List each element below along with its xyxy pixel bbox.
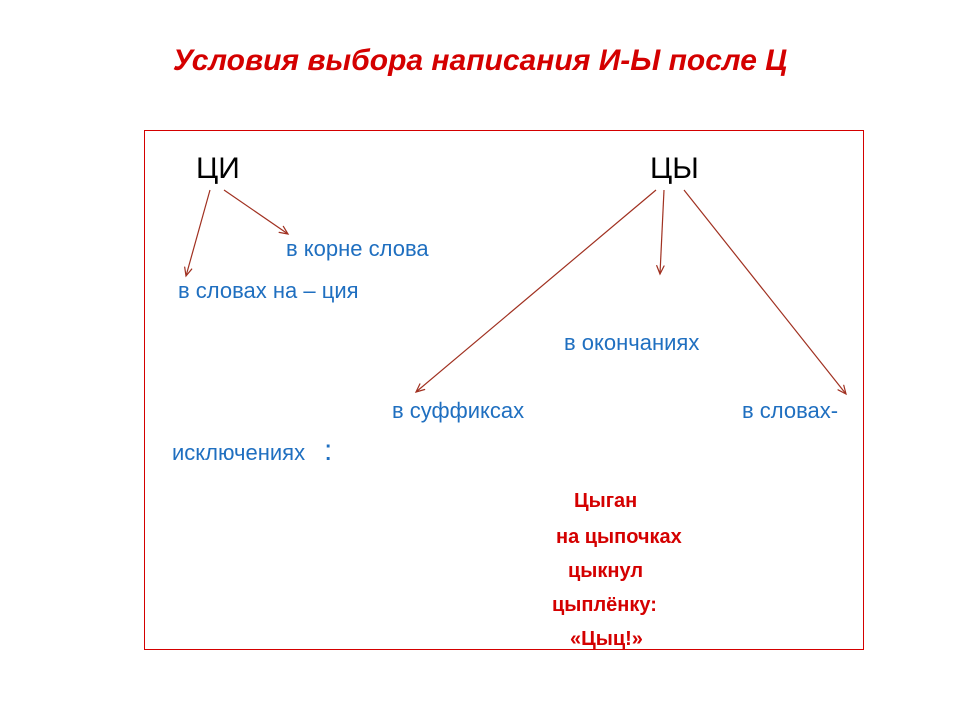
label-cy: ЦЫ: [650, 152, 699, 186]
label-root: в корне слова: [286, 236, 429, 262]
label-excl1: в словах-: [742, 398, 838, 424]
label-ci: ЦИ: [196, 152, 240, 186]
label-m1: Цыган: [574, 490, 637, 513]
label-excl2_pre: исключениях: [172, 440, 305, 466]
page-title: Условия выбора написания И-Ы после Ц: [0, 44, 960, 78]
label-ciya: в словах на – ция: [178, 278, 359, 304]
label-m4: цыплёнку:: [552, 594, 657, 617]
content-box: [144, 130, 864, 650]
label-endings: в окончаниях: [564, 330, 699, 356]
label-m3: цыкнул: [568, 560, 643, 583]
label-m2: на цыпочках: [556, 526, 682, 549]
label-suffix: в суффиксах: [392, 398, 524, 424]
label-m5: «Цыц!»: [570, 628, 643, 651]
label-excl2_colon: :: [324, 434, 332, 468]
